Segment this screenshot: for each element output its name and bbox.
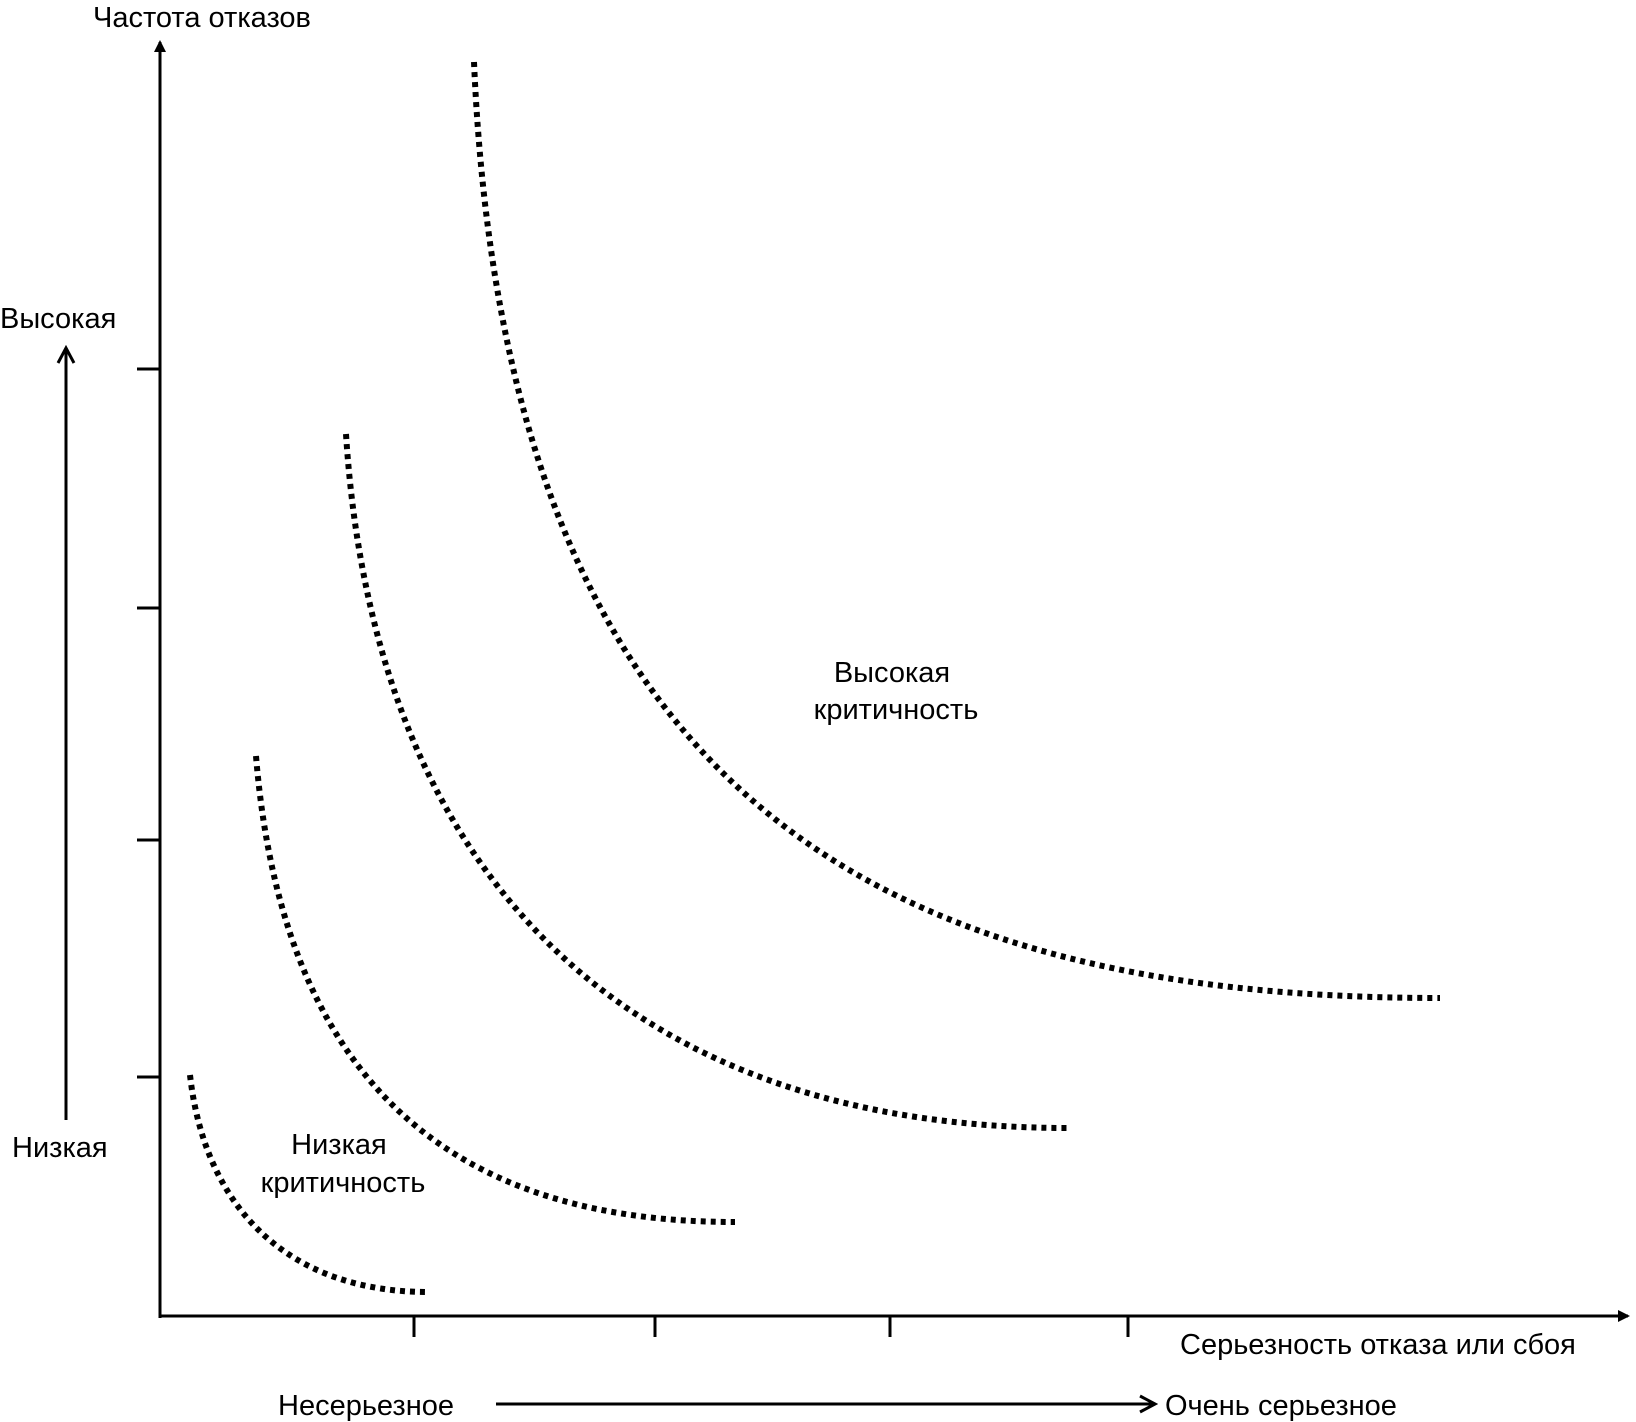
low-criticality-line2: критичность (261, 1167, 426, 1199)
y-low-label: Низкая (12, 1132, 108, 1164)
high-criticality-label: Высокая критичность (814, 657, 979, 726)
high-criticality-line1: Высокая (834, 657, 950, 689)
x-low-label: Несерьезное (278, 1390, 454, 1422)
y-axis-title: Частота отказов (93, 2, 311, 34)
criticality-curve-3 (343, 433, 1069, 1131)
low-criticality-line1: Низкая (291, 1129, 387, 1161)
criticality-curve-4 (471, 61, 1441, 1001)
criticality-curve-1 (187, 1074, 429, 1295)
high-criticality-line2: критичность (814, 694, 979, 726)
low-criticality-label: Низкая критичность (261, 1129, 426, 1199)
x-high-label: Очень серьезное (1165, 1390, 1397, 1422)
x-axis-title: Серьезность отказа или сбоя (1180, 1329, 1576, 1361)
y-high-label: Высокая (0, 303, 116, 335)
